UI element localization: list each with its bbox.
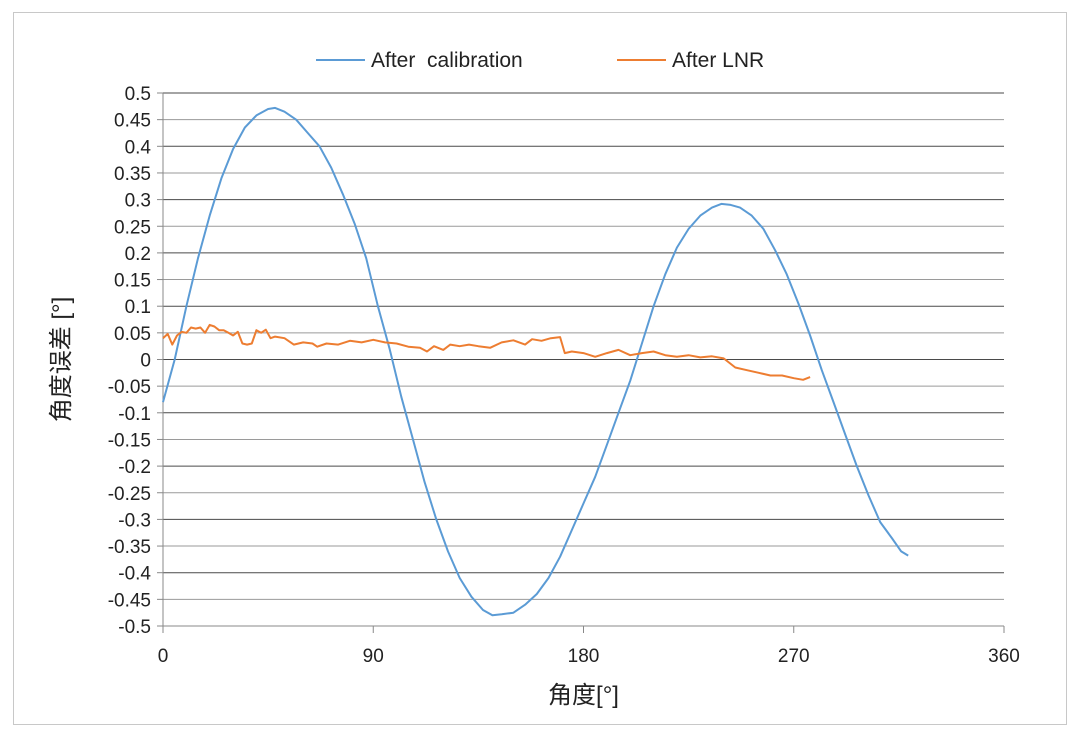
gridlines	[163, 92, 1004, 627]
line-chart: 0.5 0.45 0.4 0.35 0.3 0.25 0.2 0.15 0.1 0.05 0 -0.0…	[48, 49, 1020, 709]
y-tick-label: 0.45	[114, 111, 151, 132]
chart-frame: 0.5 0.45 0.4 0.35 0.3 0.25 0.2 0.15 0.1 0.05 0 -0.0…	[13, 12, 1067, 725]
series-line-after-calibration	[162, 106, 909, 617]
y-tick-label: -0.45	[108, 590, 151, 611]
y-tick-label: -0.35	[108, 537, 151, 558]
y-tick-label: 0.4	[125, 137, 152, 158]
y-axis-title: 角度误差 [°]	[48, 297, 75, 423]
y-tick-label: -0.25	[108, 484, 151, 505]
y-tick-label: -0.2	[118, 457, 151, 478]
y-tick-label: 0.3	[125, 191, 151, 212]
y-tick-label: 0.2	[125, 244, 151, 265]
axes: 0.5 0.45 0.4 0.35 0.3 0.25 0.2 0.15 0.1 0.05 0 -0.0…	[108, 84, 1020, 667]
series-line-after-lnr	[162, 323, 811, 381]
legend-label: After calibration	[371, 49, 523, 72]
legend-label: After LNR	[672, 49, 764, 72]
y-tick-label: -0.4	[118, 564, 151, 585]
x-axis-title: 角度[°]	[548, 682, 619, 709]
x-tick-label: 270	[778, 646, 810, 667]
series-lines	[162, 106, 909, 617]
y-tick-label: 0	[140, 351, 151, 372]
x-tick-label: 0	[158, 646, 169, 667]
y-tick-label: 0.35	[114, 164, 151, 185]
y-tick-label: 0.1	[125, 297, 151, 318]
y-tick-label: 0.15	[114, 271, 151, 292]
y-tick-label: -0.1	[118, 404, 151, 425]
x-tick-label: 360	[988, 646, 1020, 667]
legend: After calibration After LNR	[316, 49, 764, 72]
y-tick-label: 0.5	[125, 84, 151, 105]
y-tick-label: -0.05	[108, 377, 151, 398]
y-tick-label: -0.5	[118, 617, 151, 638]
y-tick-label: -0.3	[118, 510, 151, 531]
x-tick-label: 180	[568, 646, 600, 667]
y-tick-label: 0.25	[114, 217, 151, 238]
y-tick-label: 0.05	[114, 324, 151, 345]
y-tick-label: -0.15	[108, 430, 151, 451]
x-tick-label: 90	[363, 646, 384, 667]
